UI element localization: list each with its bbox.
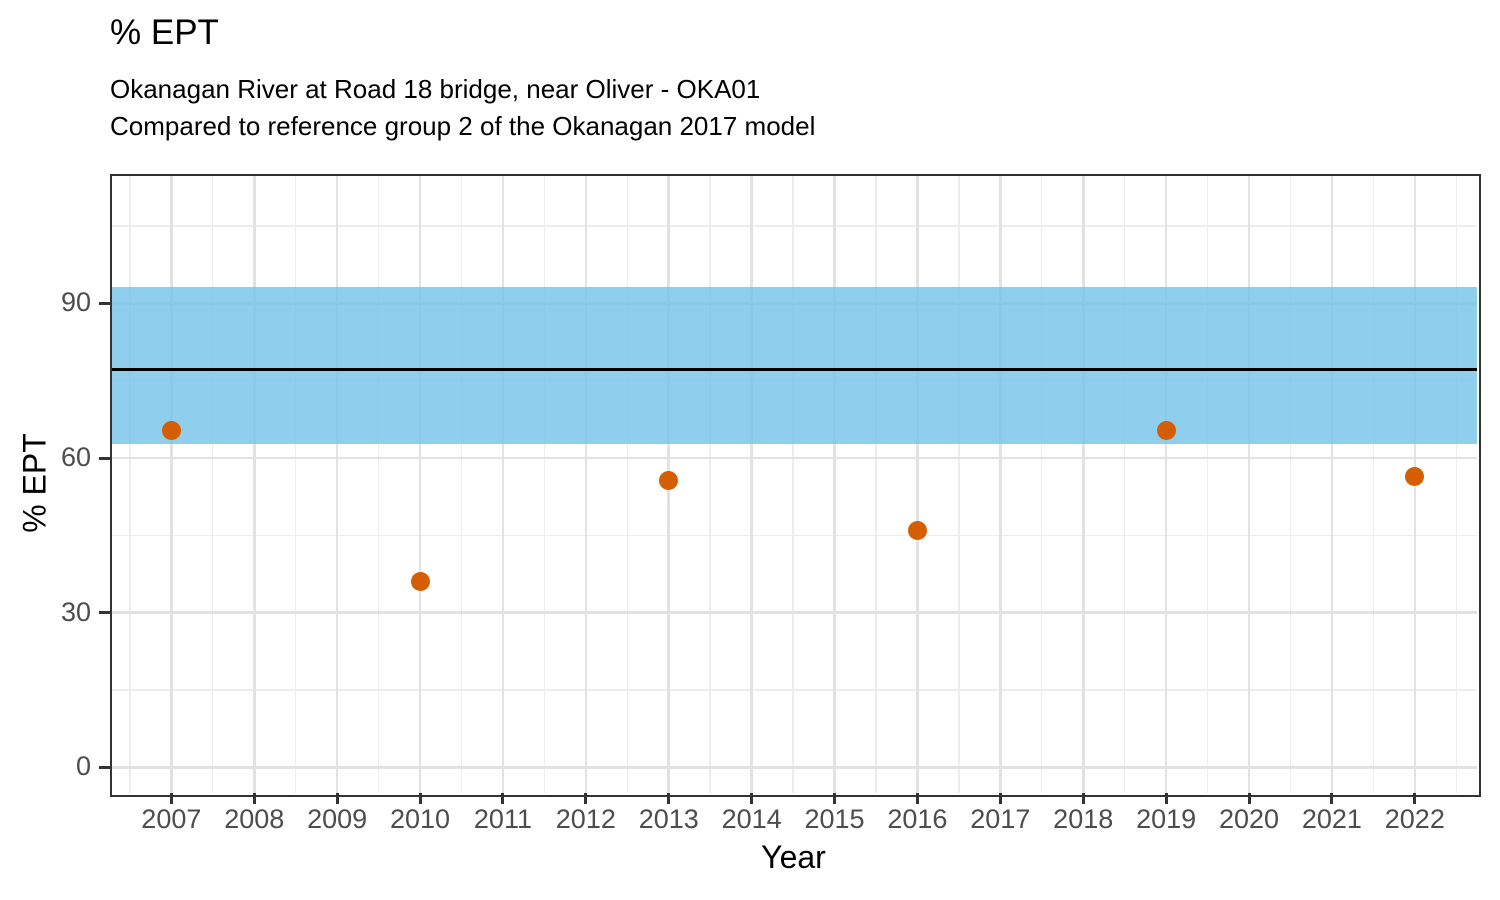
x-tick-label: 2013 xyxy=(638,804,699,834)
y-tick-label: 60 xyxy=(60,442,91,472)
grid-minor-horizontal xyxy=(110,689,1477,691)
x-tick-label: 2015 xyxy=(804,804,865,834)
y-axis-tick xyxy=(99,611,110,615)
x-tick-label: 2017 xyxy=(970,804,1031,834)
y-tick-label: 30 xyxy=(60,596,91,627)
x-tick-label: 2009 xyxy=(307,804,368,834)
grid-major-vertical xyxy=(252,174,256,793)
chart-subtitle-line2: Compared to reference group 2 of the Oka… xyxy=(110,110,816,141)
reference-line xyxy=(110,367,1477,371)
x-axis-title: Year xyxy=(761,839,826,875)
grid-major-vertical xyxy=(1164,174,1168,793)
grid-major-vertical xyxy=(1081,174,1085,793)
x-axis-tick xyxy=(833,793,837,804)
grid-major-vertical xyxy=(1247,174,1251,793)
x-tick-label: 2011 xyxy=(473,804,532,834)
grid-minor-vertical xyxy=(129,174,131,793)
grid-minor-vertical xyxy=(377,174,380,793)
grid-major-vertical xyxy=(418,174,422,793)
x-axis-tick xyxy=(501,793,505,804)
data-point xyxy=(1156,421,1176,441)
x-axis-tick xyxy=(1247,793,1251,804)
y-axis-tick xyxy=(99,301,110,305)
data-point xyxy=(161,421,181,441)
y-tick-label: 0 xyxy=(75,751,91,782)
grid-major-vertical xyxy=(170,174,173,793)
data-point xyxy=(659,470,679,490)
grid-major-horizontal xyxy=(110,611,1477,614)
x-tick-label: 2018 xyxy=(1053,804,1114,834)
x-tick-label: 2020 xyxy=(1218,804,1280,834)
grid-major-vertical xyxy=(916,174,919,793)
x-axis-tick xyxy=(667,793,671,804)
x-axis-tick xyxy=(915,793,919,804)
data-point xyxy=(410,572,430,592)
grid-minor-horizontal xyxy=(110,534,1477,537)
x-axis-tick xyxy=(252,793,256,804)
grid-minor-vertical xyxy=(543,174,546,793)
chart-title: % EPT xyxy=(110,13,219,52)
y-axis-tick xyxy=(99,456,110,460)
x-tick-label: 2016 xyxy=(887,804,948,834)
x-axis-tick xyxy=(418,793,422,804)
grid-minor-vertical xyxy=(1123,174,1126,793)
data-point xyxy=(907,520,927,540)
x-tick-label: 2022 xyxy=(1384,804,1445,834)
x-axis-tick xyxy=(1413,793,1417,804)
x-axis-tick xyxy=(998,793,1002,804)
x-tick-label: 2021 xyxy=(1301,804,1362,834)
x-axis-tick xyxy=(169,793,173,804)
x-tick-label: 2010 xyxy=(389,804,451,834)
grid-minor-vertical xyxy=(792,174,794,793)
x-axis-tick xyxy=(750,793,754,804)
grid-major-vertical xyxy=(335,174,339,793)
x-axis-tick xyxy=(1164,793,1168,804)
x-axis-tick xyxy=(335,793,339,804)
grid-minor-vertical xyxy=(1206,174,1209,793)
x-tick-label: 2014 xyxy=(721,804,782,834)
x-axis-tick xyxy=(584,793,588,804)
x-tick-label: 2008 xyxy=(224,804,285,834)
grid-minor-vertical xyxy=(626,174,628,793)
reference-band xyxy=(110,287,1477,444)
grid-minor-vertical xyxy=(294,174,297,793)
grid-minor-vertical xyxy=(875,174,877,793)
grid-minor-vertical xyxy=(460,174,463,793)
grid-minor-vertical xyxy=(958,174,960,793)
grid-major-vertical xyxy=(833,174,836,793)
plot-panel xyxy=(110,174,1477,793)
grid-minor-vertical xyxy=(1041,174,1043,793)
data-point xyxy=(1405,467,1425,487)
x-tick-label: 2012 xyxy=(555,804,616,834)
grid-minor-vertical xyxy=(1289,174,1292,793)
x-tick-label: 2019 xyxy=(1136,804,1197,834)
chart-subtitle: Okanagan River at Road 18 bridge, near O… xyxy=(110,71,815,144)
x-axis-tick xyxy=(1330,793,1334,804)
grid-minor-vertical xyxy=(1455,174,1457,793)
grid-major-vertical xyxy=(501,174,505,793)
grid-major-vertical xyxy=(1330,174,1334,793)
grid-minor-vertical xyxy=(212,174,214,793)
grid-major-horizontal xyxy=(110,456,1477,460)
x-tick-label: 2007 xyxy=(141,804,202,834)
y-axis-tick xyxy=(99,765,110,769)
grid-major-vertical xyxy=(999,174,1002,793)
grid-major-horizontal xyxy=(110,766,1477,769)
grid-minor-vertical xyxy=(1372,174,1375,793)
grid-major-vertical xyxy=(750,174,753,793)
chart-subtitle-line1: Okanagan River at Road 18 bridge, near O… xyxy=(110,74,761,104)
x-axis-tick xyxy=(1081,793,1085,804)
y-tick-label: 90 xyxy=(60,287,91,318)
grid-major-vertical xyxy=(584,174,588,793)
grid-minor-horizontal xyxy=(110,225,1477,227)
grid-minor-vertical xyxy=(709,174,711,793)
